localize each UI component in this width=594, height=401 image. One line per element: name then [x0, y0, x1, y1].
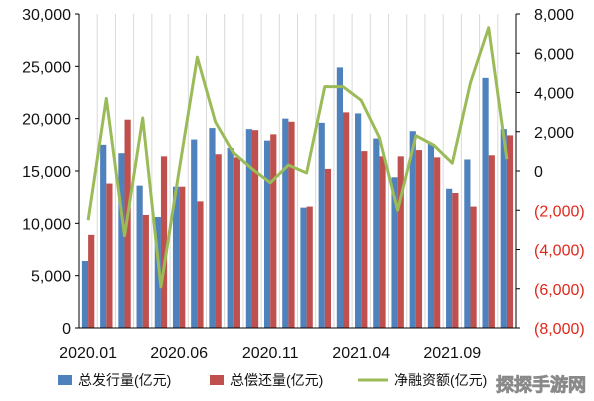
bar-repayment [197, 201, 204, 328]
right-tick-label: 0 [534, 164, 543, 181]
bar-issuance [100, 144, 107, 328]
right-tick-label: 2,000 [534, 125, 574, 142]
bar-repayment [397, 156, 404, 328]
left-tick-label: 20,000 [22, 112, 71, 129]
bar-issuance [282, 118, 289, 329]
x-tick-label: 2020.06 [150, 345, 208, 362]
bar-issuance [154, 217, 161, 328]
x-tick-label: 2021.09 [423, 345, 481, 362]
legend-label-repayment: 总偿还量(亿元) [230, 372, 323, 388]
bar-issuance [373, 138, 380, 328]
bar-repayment [142, 214, 149, 328]
bar-repayment [270, 134, 277, 328]
legend-swatch-repayment [210, 375, 224, 385]
bar-issuance [409, 131, 416, 328]
bar-repayment [324, 168, 332, 328]
legend: 总发行量(亿元) 总偿还量(亿元) 净融资额(亿元) [58, 372, 487, 388]
bar-issuance [391, 177, 398, 328]
right-tick-label: 4,000 [534, 86, 574, 103]
bar-repayment [452, 192, 459, 328]
axes [75, 13, 520, 329]
bar-repayment [251, 130, 259, 328]
bar-issuance [336, 67, 344, 328]
bar-repayment [379, 156, 386, 328]
bar-repayment [88, 234, 95, 328]
legend-label-issuance: 总发行量(亿元) [78, 372, 171, 388]
bar-issuance [500, 129, 507, 328]
bar-series [81, 67, 514, 329]
left-tick-label: 5,000 [31, 269, 71, 286]
bar-repayment [415, 150, 423, 328]
left-tick-label: 0 [62, 321, 71, 338]
bar-repayment [361, 151, 368, 328]
bar-repayment [233, 157, 240, 328]
bar-repayment [506, 135, 514, 328]
legend-swatch-issuance [58, 375, 72, 385]
x-tick-label: 2021.04 [332, 345, 390, 362]
left-tick-label: 10,000 [22, 216, 71, 233]
legend-label-net: 净融资额(亿元) [394, 372, 487, 388]
bar-issuance [245, 129, 252, 328]
bar-repayment [470, 206, 477, 328]
bar-issuance [81, 261, 89, 328]
bar-repayment [306, 206, 313, 328]
bar-issuance [172, 186, 180, 328]
bar-issuance [318, 122, 325, 328]
bar-issuance [118, 153, 125, 328]
bar-repayment [215, 154, 222, 328]
watermark-text: 探探手游网 [496, 374, 586, 395]
bar-issuance [136, 185, 143, 328]
bar-issuance [464, 159, 471, 328]
right-tick-label: (6,000) [534, 282, 585, 299]
bar-issuance [427, 143, 435, 328]
bar-repayment [106, 183, 113, 328]
bar-repayment [288, 121, 295, 328]
x-axis-ticks: 2020.01 2020.06 2020.11 2021.04 2021.09 [59, 345, 481, 362]
bar-issuance [355, 113, 362, 328]
right-tick-label: 6,000 [534, 46, 574, 63]
bar-repayment [434, 157, 441, 328]
x-tick-label: 2020.11 [242, 345, 299, 362]
bar-issuance [300, 207, 307, 328]
bar-repayment [160, 156, 168, 328]
right-tick-label: (2,000) [534, 203, 585, 220]
right-tick-label: (8,000) [534, 321, 585, 338]
right-tick-label: (4,000) [534, 243, 585, 260]
right-axis-ticks: 8,000 6,000 4,000 2,000 0 (2,000) (4,000) (6,00… [534, 7, 585, 338]
bar-repayment [488, 155, 495, 328]
left-tick-label: 25,000 [22, 59, 71, 76]
bar-issuance [191, 139, 198, 328]
bar-issuance [263, 140, 271, 328]
bar-issuance [482, 77, 489, 328]
bar-issuance [227, 147, 234, 328]
bar-issuance [446, 188, 453, 328]
bar-issuance [209, 128, 216, 328]
left-tick-label: 30,000 [22, 7, 71, 24]
bar-repayment [179, 186, 186, 328]
left-tick-label: 15,000 [22, 164, 71, 181]
line-net-financing [86, 26, 509, 289]
x-tick-label: 2020.01 [59, 345, 117, 362]
right-tick-label: 8,000 [534, 7, 574, 24]
watermark-backdrop [494, 370, 590, 398]
line-series [86, 26, 509, 289]
left-axis-ticks: 0 5,000 10,000 15,000 20,000 25,000 30,000 [22, 7, 71, 338]
bar-repayment [343, 112, 350, 329]
watermark: 探探手游网 [494, 370, 590, 398]
